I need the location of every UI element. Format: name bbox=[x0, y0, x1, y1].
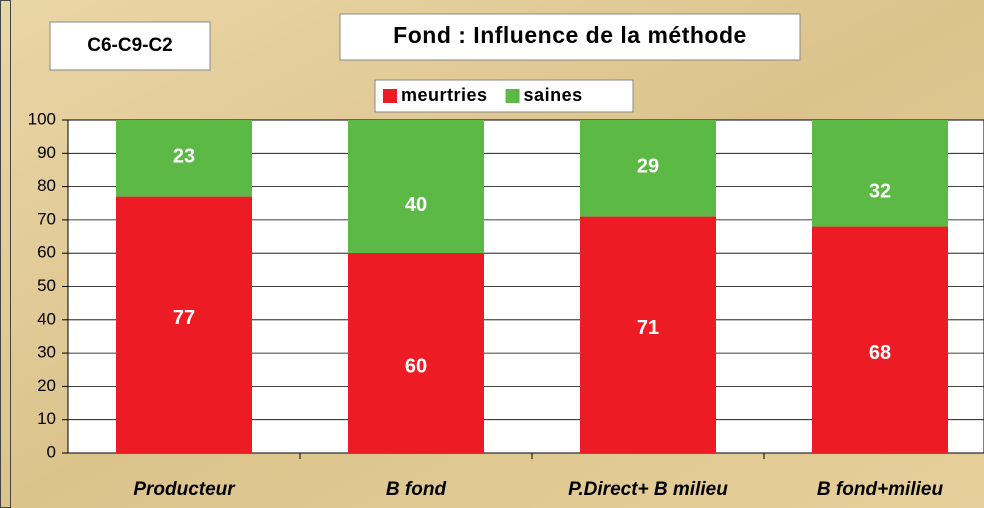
data-label: 77 bbox=[173, 307, 195, 329]
y-tick-label: 0 bbox=[47, 442, 56, 461]
annotation: C6-C9-C2 bbox=[87, 35, 173, 56]
bar-segment bbox=[580, 120, 716, 217]
bar-segment bbox=[580, 216, 716, 453]
y-tick-label: 30 bbox=[37, 343, 56, 362]
bar-segment bbox=[348, 253, 484, 453]
x-tick-label: B fond+milieu bbox=[817, 479, 944, 500]
bar-segment bbox=[116, 120, 252, 197]
legend-box bbox=[374, 79, 634, 113]
y-tick-label: 60 bbox=[37, 243, 56, 262]
y-tick-label: 50 bbox=[37, 276, 56, 295]
data-label: 29 bbox=[637, 156, 659, 178]
data-label: 40 bbox=[405, 194, 427, 216]
x-tick-label: B fond bbox=[386, 479, 447, 500]
y-tick-label: 80 bbox=[37, 176, 56, 195]
y-tick-label: 70 bbox=[37, 209, 56, 228]
x-tick-label: P.Direct+ B milieu bbox=[568, 479, 728, 500]
y-tick-label: 100 bbox=[28, 109, 56, 128]
chart-title: Fond : Influence de la méthode bbox=[393, 22, 747, 48]
y-tick-label: 90 bbox=[37, 143, 56, 162]
data-label: 60 bbox=[405, 355, 427, 377]
bar-segment bbox=[116, 196, 252, 453]
data-label: 32 bbox=[869, 181, 891, 203]
legend-label: meurtries bbox=[401, 85, 488, 105]
data-label: 71 bbox=[637, 317, 659, 339]
y-tick-label: 10 bbox=[37, 409, 56, 428]
annotation-box bbox=[49, 21, 211, 71]
x-tick-label: Producteur bbox=[133, 479, 236, 500]
bar-segment bbox=[348, 120, 484, 254]
bar-segment bbox=[812, 120, 948, 227]
data-label: 68 bbox=[869, 342, 891, 364]
y-tick-label: 20 bbox=[37, 376, 56, 395]
legend-swatch bbox=[383, 89, 397, 103]
y-tick-label: 40 bbox=[37, 309, 56, 328]
legend-label: saines bbox=[524, 85, 583, 105]
legend-swatch bbox=[505, 89, 520, 103]
title-box bbox=[339, 13, 801, 61]
data-label: 23 bbox=[173, 146, 195, 168]
bar-segment bbox=[812, 226, 948, 453]
